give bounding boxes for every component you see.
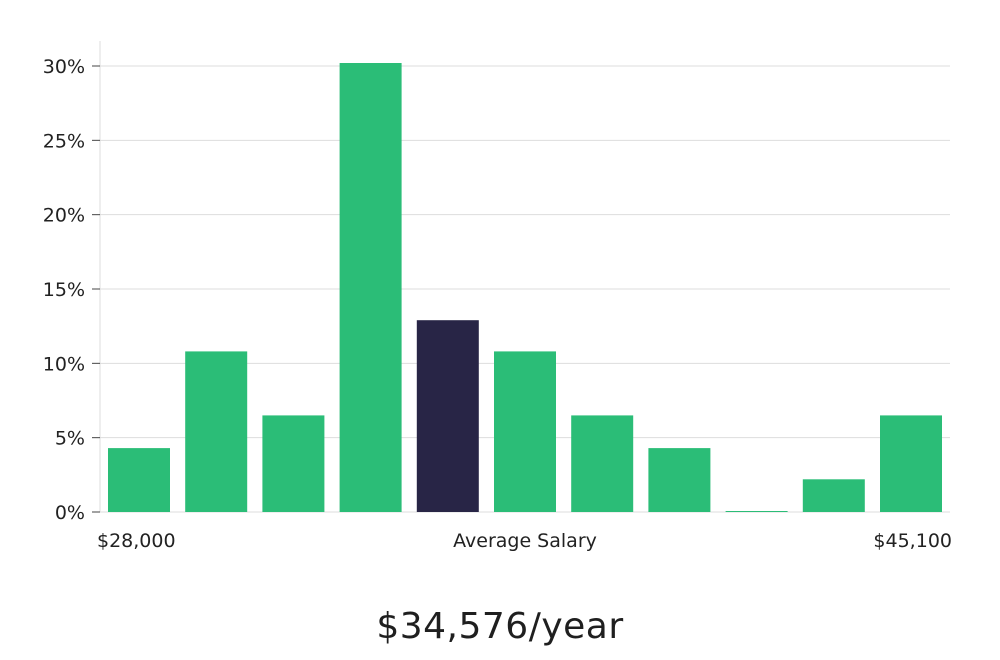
bar-layer xyxy=(108,63,942,512)
salary-histogram: 0% 5% 10% 15% 20% 25% 30% $28,000 Average Sala… xyxy=(43,41,952,552)
y-tick-label: 15% xyxy=(43,279,85,301)
y-tick-label: 30% xyxy=(43,56,85,78)
bar xyxy=(494,351,556,512)
bar xyxy=(185,351,248,512)
y-tick-label: 10% xyxy=(43,353,85,375)
bar xyxy=(880,415,942,512)
x-min-label: $28,000 xyxy=(97,530,176,552)
y-tick-label: 0% xyxy=(55,502,85,524)
bar xyxy=(339,63,402,512)
bar xyxy=(802,479,865,512)
bar xyxy=(725,511,788,512)
average-salary-value: $34,576/year xyxy=(376,606,624,647)
y-tick-label: 5% xyxy=(55,428,85,450)
y-axis-ticks: 0% 5% 10% 15% 20% 25% 30% xyxy=(43,56,100,524)
x-axis-labels: $28,000 Average Salary $45,100 xyxy=(97,530,952,552)
bar xyxy=(648,448,711,512)
x-max-label: $45,100 xyxy=(873,530,952,552)
bar xyxy=(571,415,634,512)
bar xyxy=(108,448,170,512)
bar xyxy=(262,415,325,512)
y-tick-label: 25% xyxy=(43,130,85,152)
x-center-label: Average Salary xyxy=(453,530,597,552)
y-tick-label: 20% xyxy=(43,205,85,227)
bar-average-salary xyxy=(416,320,479,512)
